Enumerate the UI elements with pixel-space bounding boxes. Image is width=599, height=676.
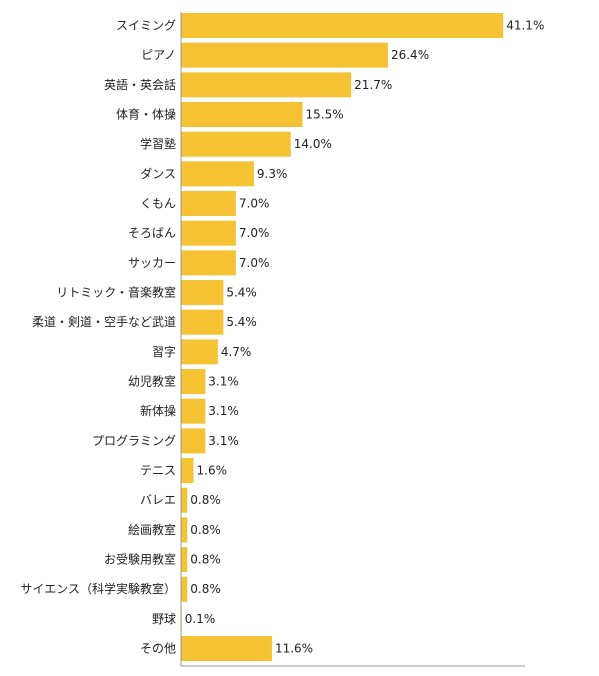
category-label: 幼児教室 — [128, 374, 176, 389]
category-label: 習字 — [152, 344, 176, 359]
category-label: お受験用教室 — [104, 552, 176, 567]
category-label: 絵画教室 — [128, 522, 176, 537]
category-label: 学習塾 — [140, 136, 176, 151]
value-label: 7.0% — [239, 256, 270, 270]
bars-layer — [181, 13, 504, 662]
value-label: 0.8% — [190, 493, 221, 507]
value-label: 15.5% — [306, 108, 344, 122]
value-label: 41.1% — [506, 19, 544, 33]
category-label: 柔道・剣道・空手など武道 — [32, 315, 176, 329]
bar-10 — [181, 309, 224, 335]
bar-17 — [181, 517, 188, 543]
bar-0 — [181, 13, 504, 38]
bar-21 — [181, 636, 272, 662]
value-label: 4.7% — [221, 345, 252, 359]
value-label: 26.4% — [391, 48, 429, 62]
bar-14 — [181, 428, 206, 454]
value-label: 1.6% — [197, 464, 228, 478]
category-label: テニス — [140, 464, 176, 478]
value-label: 3.1% — [208, 434, 239, 448]
value-labels: 41.1% 26.4% 21.7% 15.5% 14.0% 9.3% 7.0% 7.0% 7.0… — [185, 19, 545, 656]
bar-1 — [181, 42, 388, 68]
bar-8 — [181, 250, 236, 276]
bar-6 — [181, 191, 236, 217]
category-label: 新体操 — [140, 403, 176, 418]
value-label: 11.6% — [275, 642, 313, 656]
category-label: 体育・体操 — [116, 107, 176, 122]
value-label: 0.8% — [190, 553, 221, 567]
value-label: 0.8% — [190, 582, 221, 596]
value-label: 0.8% — [190, 523, 221, 537]
bar-12 — [181, 369, 206, 395]
bar-19 — [181, 576, 188, 602]
value-label: 3.1% — [208, 375, 239, 389]
bar-18 — [181, 547, 188, 573]
bar-5 — [181, 161, 254, 187]
category-label: プログラミング — [92, 434, 176, 448]
value-label: 14.0% — [294, 137, 332, 151]
value-label: 21.7% — [354, 78, 392, 92]
category-label: サイエンス（科学実験教室） — [20, 581, 176, 596]
category-label: 野球 — [152, 612, 176, 626]
value-label: 9.3% — [257, 167, 288, 181]
category-label: リトミック・音楽教室 — [56, 285, 176, 300]
value-label: 3.1% — [208, 404, 239, 418]
bar-2 — [181, 72, 352, 98]
category-label: スイミング — [116, 19, 176, 33]
category-label: 英語・英会話 — [104, 77, 176, 92]
value-label: 5.4% — [226, 315, 257, 329]
bar-16 — [181, 487, 188, 513]
bar-4 — [181, 131, 291, 157]
value-label: 7.0% — [239, 226, 270, 240]
category-label: ダンス — [140, 166, 176, 181]
bar-7 — [181, 220, 236, 246]
category-label: サッカー — [128, 256, 176, 270]
category-label: ピアノ — [141, 48, 176, 62]
bar-9 — [181, 280, 224, 306]
category-label: バレエ — [140, 493, 176, 507]
category-label: くもん — [140, 197, 176, 211]
bar-3 — [181, 102, 303, 128]
value-label: 7.0% — [239, 197, 270, 211]
category-labels: スイミングピアノ英語・英会話体育・体操学習塾ダンスくもんそろばんサッカーリトミッ… — [20, 19, 176, 656]
bar-13 — [181, 398, 206, 424]
category-label: そろばん — [128, 226, 176, 240]
category-label: その他 — [140, 642, 176, 656]
bar-11 — [181, 339, 218, 365]
value-label: 5.4% — [226, 286, 257, 300]
bar-15 — [181, 458, 194, 484]
value-label: 0.1% — [185, 612, 216, 626]
